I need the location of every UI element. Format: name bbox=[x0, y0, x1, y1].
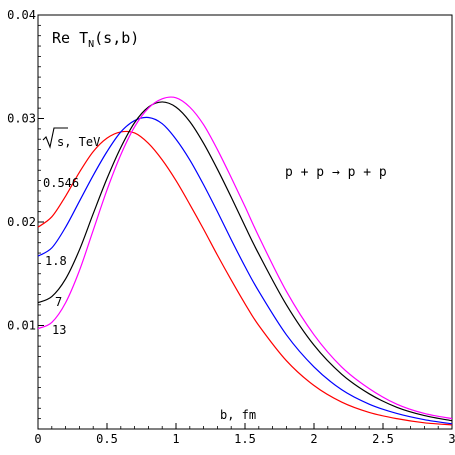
series-label-1: 1.8 bbox=[45, 254, 67, 268]
x-tick-label: 0 bbox=[34, 432, 41, 446]
energy-header: s, TeV bbox=[42, 127, 100, 149]
y-tick-label: 0.04 bbox=[7, 8, 36, 22]
series-line-1 bbox=[37, 116, 453, 425]
x-tick-label: 3 bbox=[448, 432, 455, 446]
series-label-3: 13 bbox=[52, 323, 66, 337]
sqrt-sign-icon bbox=[42, 127, 68, 149]
series-line-2 bbox=[37, 101, 453, 422]
plot-frame bbox=[37, 14, 453, 430]
series-line-0 bbox=[37, 130, 453, 426]
series-lines bbox=[37, 96, 453, 426]
x-tick-label: 2.5 bbox=[372, 432, 394, 446]
y-tick-label: 0.03 bbox=[7, 112, 36, 126]
series-label-2: 7 bbox=[55, 295, 62, 309]
x-tick-label: 2 bbox=[310, 432, 317, 446]
series-label-0: 0.546 bbox=[43, 176, 79, 190]
x-axis-ticks: 0 0.5 1 1.5 2 2.5 3 bbox=[34, 423, 455, 446]
series-line-3 bbox=[37, 96, 453, 420]
x-tick-label: 1.5 bbox=[234, 432, 256, 446]
y-axis-ticks: 0.01 0.02 0.03 0.04 bbox=[7, 8, 44, 420]
reaction-label: p + p → p + p bbox=[285, 165, 387, 180]
energy-header-label: s, TeV bbox=[57, 135, 100, 149]
chart-title: Re TN(s,b) bbox=[52, 29, 139, 50]
x-tick-label: 1 bbox=[172, 432, 179, 446]
y-tick-label: 0.01 bbox=[7, 319, 36, 333]
y-tick-label: 0.02 bbox=[7, 215, 36, 229]
x-axis-label: b, fm bbox=[220, 408, 256, 422]
x-tick-label: 0.5 bbox=[96, 432, 118, 446]
